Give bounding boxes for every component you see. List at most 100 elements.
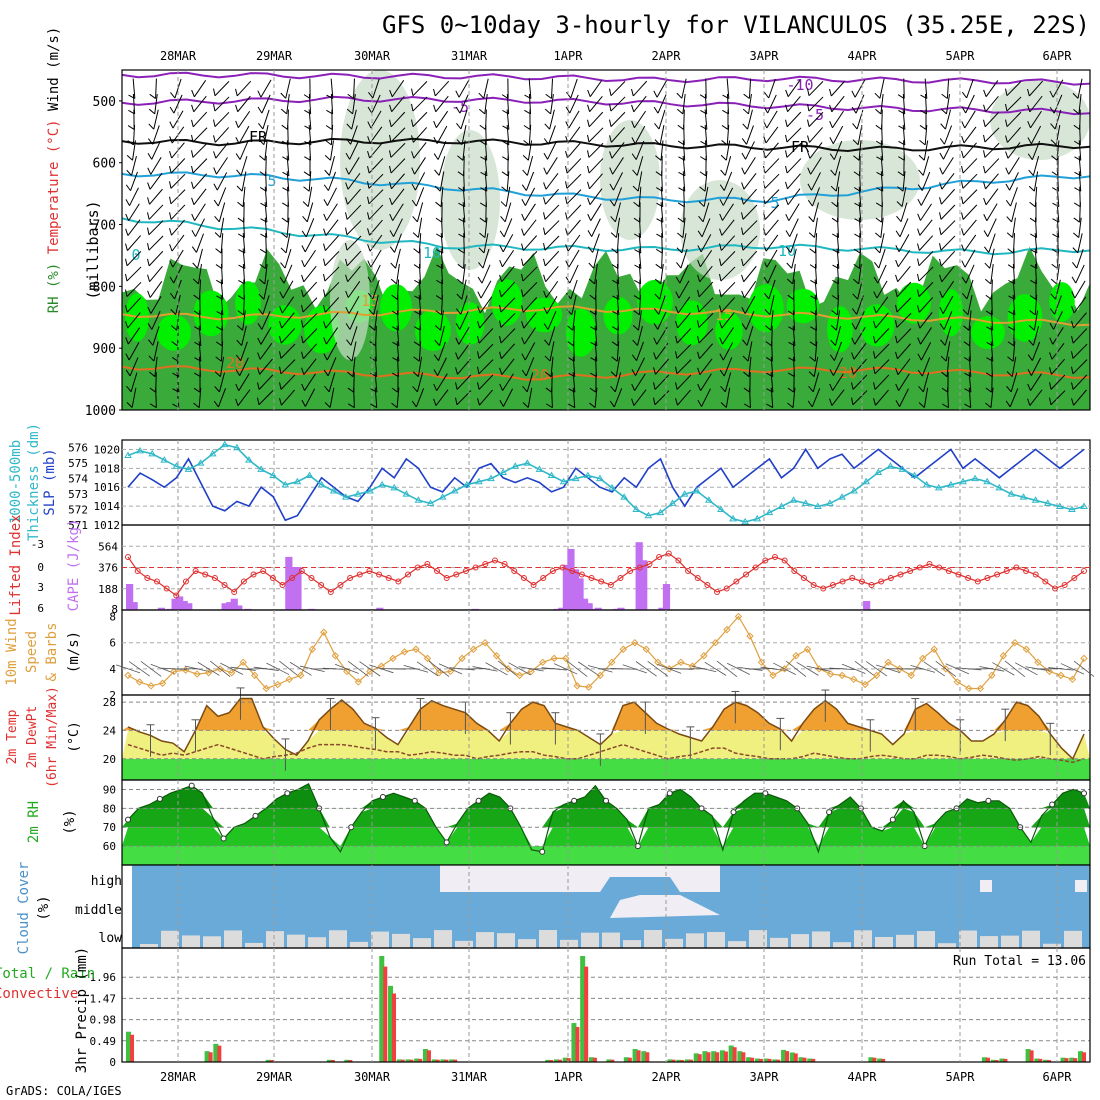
wind-barb	[149, 78, 157, 99]
precip-bar-total	[1069, 1057, 1075, 1062]
wind-barb-10m	[359, 661, 381, 677]
wind-barb-flag	[433, 383, 438, 391]
lifted-index-marker	[395, 578, 402, 585]
wind-barb-flag	[741, 258, 744, 267]
wind-barb-flag	[917, 213, 921, 221]
wind-barb-flag	[609, 103, 612, 112]
wind-barb-staff	[682, 140, 686, 161]
wind-speed-marker	[619, 645, 627, 653]
wind-barb-flag	[544, 355, 551, 362]
precip-bar-total	[667, 1059, 673, 1062]
lifted-index-marker	[926, 561, 933, 567]
wind-barb-staff	[770, 310, 774, 331]
wind-barb-staff	[946, 356, 950, 377]
wind-barb-flag	[588, 262, 595, 269]
wind-barb-staff	[302, 281, 318, 298]
y-tick-label: 900	[93, 342, 116, 357]
wind-barb-flag	[632, 339, 638, 346]
x-tick-label-top: 31MAR	[451, 49, 488, 63]
lifted-index-marker	[405, 571, 412, 578]
wind-barb-flag	[1006, 216, 1012, 223]
wind-barb-flag	[898, 156, 905, 161]
wind-barb-flag	[1073, 217, 1080, 223]
wind-barb-staff	[412, 81, 428, 97]
wind-barb	[654, 279, 665, 300]
wind-barb-flag	[609, 183, 614, 191]
wind-barb-staff	[391, 173, 405, 190]
wind-barb-flag	[367, 276, 373, 284]
wind-barb-flag	[214, 232, 221, 238]
x-tick-label-bottom: 30MAR	[354, 1070, 391, 1084]
rh-moist-blob	[1049, 282, 1075, 322]
wind-barb-flag	[213, 167, 217, 175]
wind-barb	[830, 171, 841, 192]
wind-barb	[809, 248, 817, 269]
wind-barb-staff	[132, 140, 136, 161]
wind10m-frame	[121, 609, 1091, 696]
wind-barb-flag	[477, 306, 481, 314]
wind-barb	[282, 186, 289, 208]
wind-barb-flag	[697, 245, 702, 253]
wind-barb-flag	[895, 274, 899, 282]
wind-barb-staff	[855, 94, 865, 114]
millibars-label: (millibars)	[84, 200, 102, 299]
wind-barb-10m	[391, 668, 418, 670]
rh-tick: 70	[103, 821, 116, 834]
wind-barb-staff	[194, 203, 206, 221]
lifted-index-marker	[173, 592, 180, 599]
wind-barb-flag	[983, 214, 988, 221]
wind-barb-staff	[874, 359, 890, 375]
wind-barb-flag	[697, 351, 700, 359]
wind-barb-flag	[939, 152, 944, 160]
wind-barb-flag	[940, 355, 947, 362]
precip-bar-total	[641, 1051, 647, 1062]
wind-barb-staff	[742, 204, 758, 220]
wind-barb-flag	[257, 367, 261, 375]
wind-barb-staff	[500, 343, 516, 360]
wind-barb-flag	[807, 199, 813, 207]
wind-barb	[125, 171, 138, 191]
wind-speed-marker	[988, 671, 996, 680]
y-tick-label: 700	[93, 219, 116, 234]
wind-barb	[346, 326, 358, 346]
thickness-marker	[692, 487, 701, 494]
wind-barb-staff	[661, 171, 663, 192]
thickness-tick: 575	[68, 457, 88, 470]
wind-barb	[587, 218, 601, 237]
wind-barb	[213, 81, 230, 97]
wind-barb-staff	[264, 217, 268, 238]
wind-barb-flag	[677, 108, 684, 115]
wind-barb-flag	[147, 290, 151, 298]
wind-barb-flag	[543, 258, 546, 267]
precip-bar-convective	[688, 1059, 693, 1062]
wind-barb-staff	[1007, 142, 1021, 159]
wind-barb-staff	[962, 173, 978, 189]
wind-barb-staff	[280, 374, 296, 390]
wind-speed-marker	[538, 658, 547, 667]
wind-barb-flag	[1049, 337, 1054, 345]
thickness-marker	[450, 487, 459, 494]
wind-barb	[477, 296, 493, 314]
rh-marker	[666, 790, 673, 797]
wind-barb-flag	[235, 88, 238, 97]
wind-barb	[1028, 156, 1040, 176]
wind-barb-staff	[346, 204, 362, 220]
wind-barb-flag	[895, 335, 898, 344]
wind-barb	[522, 387, 533, 408]
wind-barb-flag	[389, 89, 393, 97]
rh-marker	[539, 848, 546, 855]
wind-barb	[545, 78, 554, 99]
wind-barb-flag	[961, 91, 968, 99]
wind-barb	[323, 251, 340, 267]
wind-barb	[169, 189, 186, 205]
wind-barb	[984, 264, 994, 285]
wind-barb-staff	[700, 373, 712, 391]
cape-bar	[180, 600, 188, 610]
wind-barb-flag	[433, 137, 438, 144]
precip-bar-total	[632, 1049, 638, 1062]
wind-barb-staff	[1012, 294, 1016, 315]
wind-barb	[389, 142, 406, 158]
wind-barb-staff	[484, 140, 488, 161]
wind-barb-flag	[279, 336, 282, 344]
